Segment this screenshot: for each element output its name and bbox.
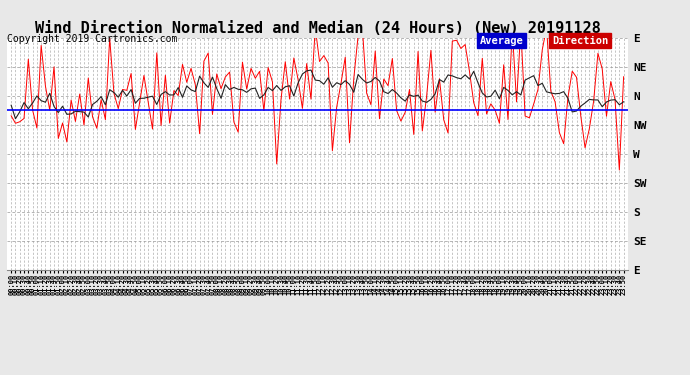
Text: Direction: Direction bbox=[552, 36, 609, 46]
Text: Average: Average bbox=[480, 36, 523, 46]
Text: Copyright 2019 Cartronics.com: Copyright 2019 Cartronics.com bbox=[7, 34, 177, 44]
Title: Wind Direction Normalized and Median (24 Hours) (New) 20191128: Wind Direction Normalized and Median (24… bbox=[34, 21, 600, 36]
